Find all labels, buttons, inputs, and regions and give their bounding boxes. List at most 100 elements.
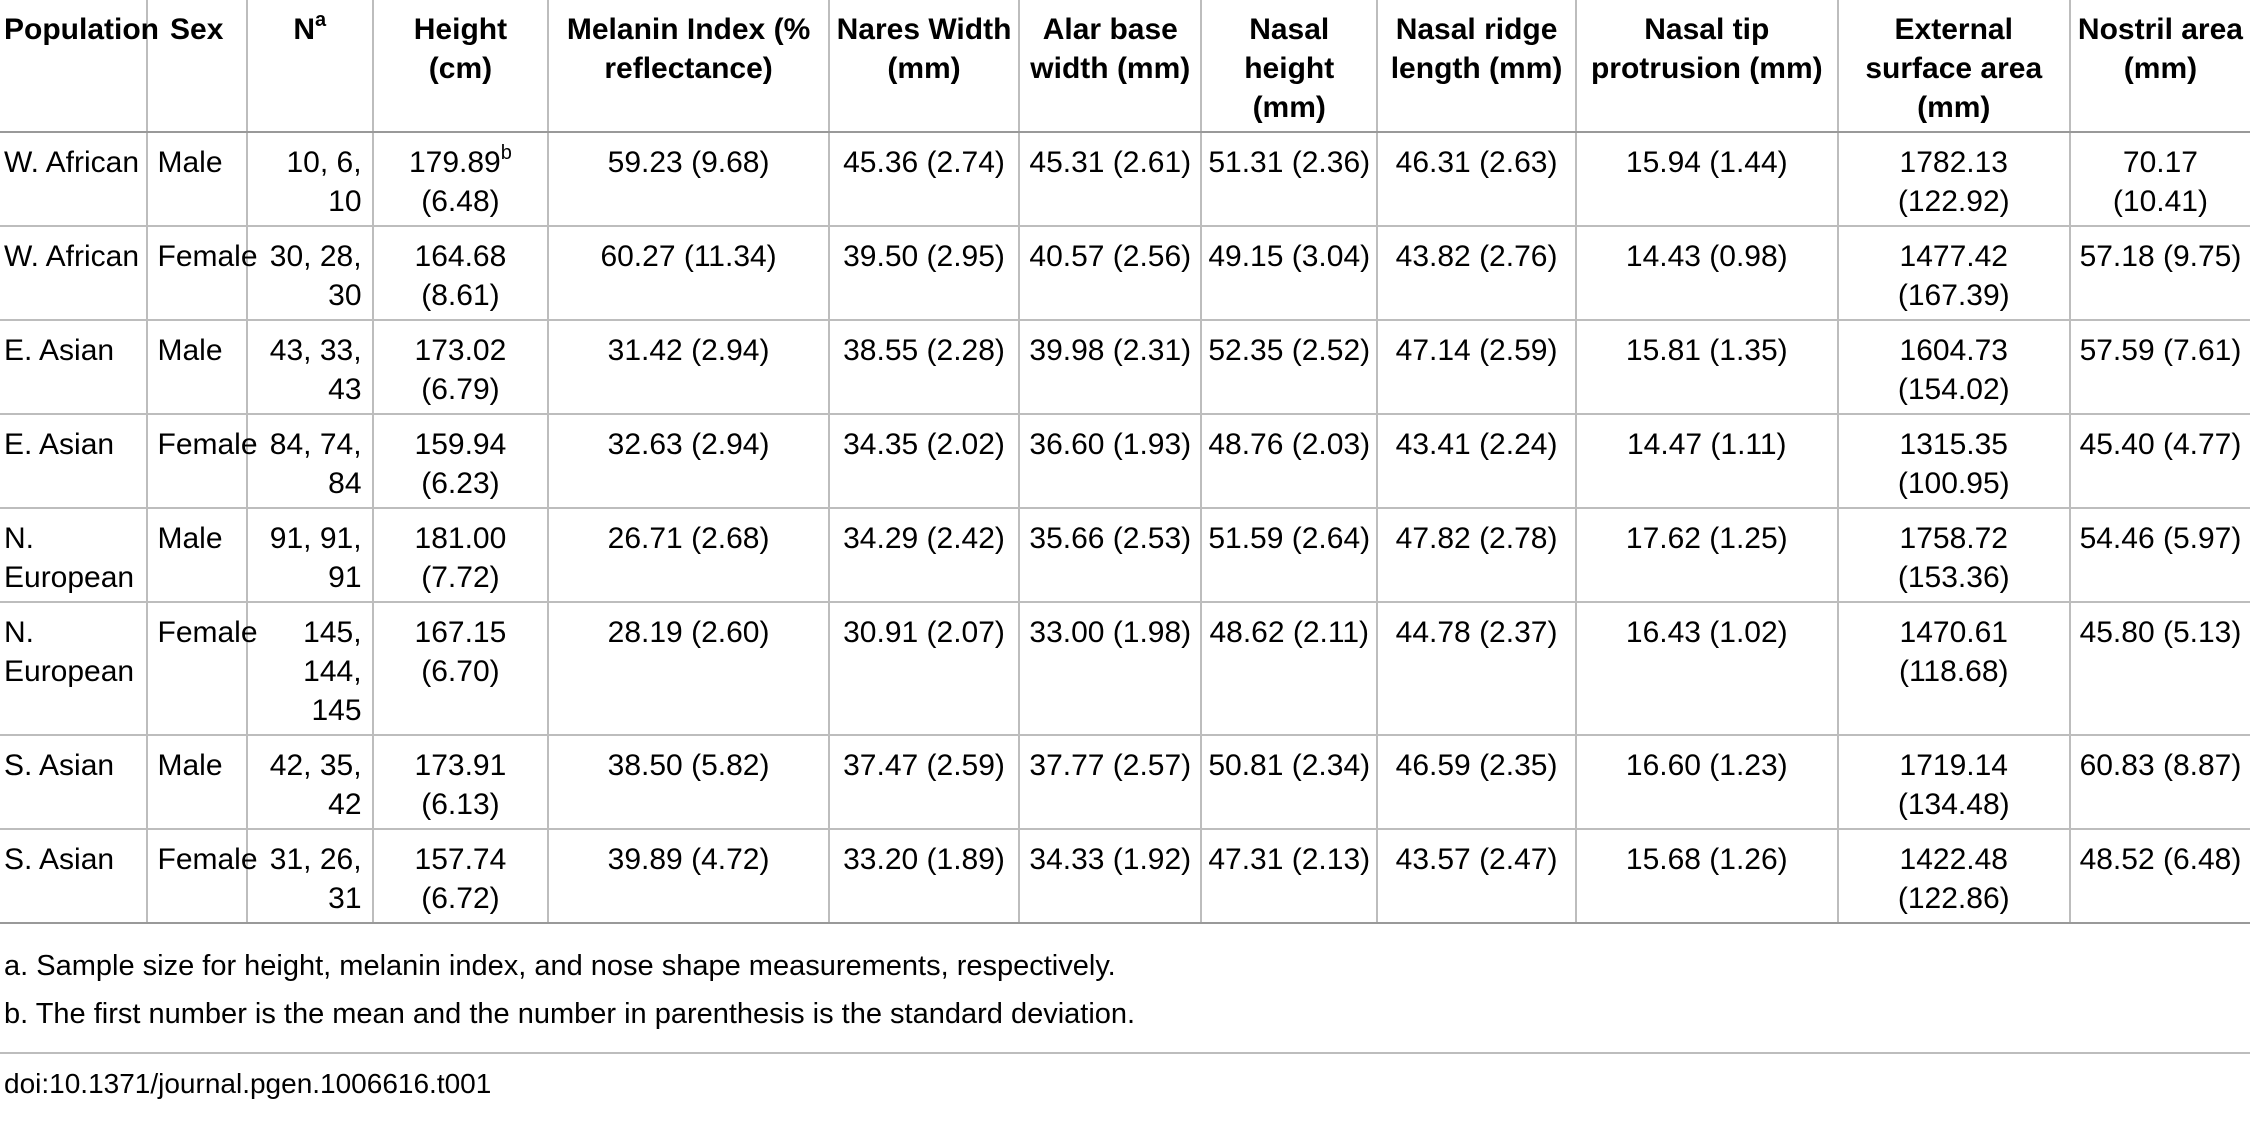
cell-alar-base-width: 40.57 (2.56) [1018, 226, 1202, 321]
cell-nasal-height: 50.81 (2.34) [1200, 735, 1378, 830]
cell-alar-base-width: 34.33 (1.92) [1018, 829, 1202, 924]
cell-sex: Female [145, 226, 258, 321]
cell-nostril-area: 57.18 (9.75) [2068, 226, 2250, 321]
doi-link[interactable]: doi:10.1371/journal.pgen.1006616.t001 [4, 1068, 492, 1099]
cell-melanin-index: 59.23 (9.68) [547, 132, 829, 227]
cell-nasal-height: 49.15 (3.04) [1200, 226, 1378, 321]
header-population: Population [0, 0, 159, 133]
cell-height: 157.74 (6.72) [371, 829, 549, 924]
table-figure: Population Sex Na Height (cm) Melanin In… [0, 0, 2250, 1099]
cell-alar-base-width: 37.77 (2.57) [1018, 735, 1202, 830]
cell-height-mean: 157.74 [414, 843, 507, 876]
cell-nasal-height: 51.31 (2.36) [1200, 132, 1378, 227]
cell-population: W. African [0, 132, 147, 227]
cell-nares-width: 39.50 (2.95) [827, 226, 1020, 321]
cell-nasal-tip-protrusion: 15.68 (1.26) [1574, 829, 1838, 924]
cell-nares-width: 33.20 (1.89) [827, 829, 1020, 924]
cell-n: 30, 28, 30 [245, 226, 373, 321]
cell-nasal-tip-protrusion: 14.43 (0.98) [1574, 226, 1838, 321]
header-nasal-ridge-length: Nasal ridge length (mm) [1376, 0, 1576, 133]
cell-nasal-height: 51.59 (2.64) [1200, 508, 1378, 603]
cell-external-surface-area: 1782.13 (122.92) [1836, 132, 2070, 227]
table-row: W. African Male 10, 6, 10 179.89b (6.48) … [0, 132, 2250, 227]
header-n-label: N [293, 13, 316, 46]
cell-population: N. European [0, 602, 147, 736]
cell-n: 10, 6, 10 [245, 132, 373, 227]
cell-sex: Female [145, 829, 258, 924]
cell-external-surface-area: 1604.73 (154.02) [1836, 320, 2070, 415]
cell-height-sd: (7.72) [421, 561, 500, 594]
cell-melanin-index: 26.71 (2.68) [547, 508, 829, 603]
cell-sex: Female [145, 602, 258, 736]
table-row: S. Asian Male 42, 35, 42 173.91 (6.13) 38… [0, 735, 2250, 830]
cell-nares-width: 45.36 (2.74) [827, 132, 1020, 227]
cell-alar-base-width: 39.98 (2.31) [1018, 320, 1202, 415]
cell-nasal-tip-protrusion: 17.62 (1.25) [1574, 508, 1838, 603]
cell-population: E. Asian [0, 414, 147, 509]
cell-nostril-area: 45.80 (5.13) [2068, 602, 2250, 736]
cell-height-mean: 181.00 [414, 522, 507, 555]
cell-nares-width: 34.35 (2.02) [827, 414, 1020, 509]
header-height: Height (cm) [371, 0, 549, 133]
cell-n: 145, 144, 145 [245, 602, 373, 736]
cell-melanin-index: 32.63 (2.94) [547, 414, 829, 509]
cell-population: S. Asian [0, 735, 147, 830]
cell-external-surface-area: 1758.72 (153.36) [1836, 508, 2070, 603]
cell-nasal-ridge-length: 47.14 (2.59) [1376, 320, 1576, 415]
table-row: E. Asian Female 84, 74, 84 159.94 (6.23) … [0, 414, 2250, 509]
cell-height-sd: (6.13) [421, 788, 500, 821]
cell-alar-base-width: 35.66 (2.53) [1018, 508, 1202, 603]
cell-nasal-height: 48.76 (2.03) [1200, 414, 1378, 509]
cell-nares-width: 37.47 (2.59) [827, 735, 1020, 830]
cell-melanin-index: 38.50 (5.82) [547, 735, 829, 830]
footnote-a: a. Sample size for height, melanin index… [4, 950, 1116, 982]
cell-population: N. European [0, 508, 147, 603]
cell-nostril-area: 70.17 (10.41) [2068, 132, 2250, 227]
cell-n: 91, 91, 91 [245, 508, 373, 603]
cell-height: 167.15 (6.70) [371, 602, 549, 736]
header-nostril-area: Nostril area (mm) [2068, 0, 2250, 133]
header-n: Na [245, 0, 373, 133]
footnote-marker-a: a [315, 9, 327, 31]
cell-nasal-tip-protrusion: 15.81 (1.35) [1574, 320, 1838, 415]
header-nares-width: Nares Width (mm) [827, 0, 1020, 133]
table-footnotes: a. Sample size for height, melanin index… [0, 924, 2250, 1032]
header-external-surface-area: External surface area (mm) [1836, 0, 2070, 133]
header-melanin-index: Melanin Index (% reflectance) [547, 0, 829, 133]
header-nasal-tip-protrusion: Nasal tip protrusion (mm) [1574, 0, 1838, 133]
cell-nostril-area: 45.40 (4.77) [2068, 414, 2250, 509]
table-row: N. European Male 91, 91, 91 181.00 (7.72)… [0, 508, 2250, 603]
cell-nostril-area: 57.59 (7.61) [2068, 320, 2250, 415]
cell-sex: Male [145, 735, 247, 830]
cell-n: 43, 33, 43 [245, 320, 373, 415]
cell-nasal-ridge-length: 43.82 (2.76) [1376, 226, 1576, 321]
cell-height-mean: 164.68 [414, 240, 507, 273]
cell-nostril-area: 60.83 (8.87) [2068, 735, 2250, 830]
cell-nasal-tip-protrusion: 14.47 (1.11) [1574, 414, 1838, 509]
cell-height-mean: 167.15 [414, 616, 507, 649]
cell-external-surface-area: 1470.61 (118.68) [1836, 602, 2070, 736]
table-body: W. African Male 10, 6, 10 179.89b (6.48) … [0, 132, 2250, 924]
cell-n: 84, 74, 84 [245, 414, 373, 509]
cell-height: 173.02 (6.79) [371, 320, 549, 415]
cell-n: 42, 35, 42 [245, 735, 373, 830]
cell-external-surface-area: 1315.35 (100.95) [1836, 414, 2070, 509]
cell-nasal-tip-protrusion: 15.94 (1.44) [1574, 132, 1838, 227]
cell-height-mean: 159.94 [414, 428, 507, 461]
cell-sex: Female [145, 414, 258, 509]
cell-melanin-index: 60.27 (11.34) [547, 226, 829, 321]
cell-height-sd: (6.23) [421, 467, 500, 500]
header-nasal-height: Nasal height (mm) [1200, 0, 1378, 133]
cell-nares-width: 34.29 (2.42) [827, 508, 1020, 603]
cell-height-sd: (6.79) [421, 373, 500, 406]
cell-sex: Male [145, 320, 247, 415]
cell-height-mean: 173.91 [414, 749, 507, 782]
cell-external-surface-area: 1477.42 (167.39) [1836, 226, 2070, 321]
header-sex: Sex [145, 0, 247, 133]
cell-alar-base-width: 33.00 (1.98) [1018, 602, 1202, 736]
cell-sex: Male [145, 508, 247, 603]
cell-nasal-ridge-length: 44.78 (2.37) [1376, 602, 1576, 736]
cell-height: 159.94 (6.23) [371, 414, 549, 509]
cell-height-sd: (6.48) [421, 185, 500, 218]
cell-height: 179.89b (6.48) [371, 132, 549, 227]
